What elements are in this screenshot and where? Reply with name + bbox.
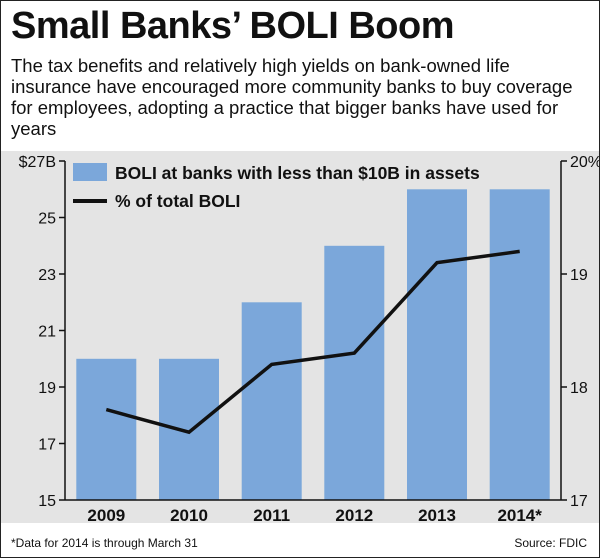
y-left-tick-label: 25 [38,211,56,228]
source-note: Source: FDIC [514,536,587,550]
x-tick-label: 2013 [418,506,456,525]
x-tick-label: 2012 [335,506,373,525]
x-tick-label: 2011 [253,506,290,525]
chart-title: Small Banks’ BOLI Boom [11,5,455,47]
y-right-tick-label: 17 [570,493,588,510]
y-left-tick-label: 21 [38,324,56,341]
bar-2014 [489,189,550,501]
footnote: *Data for 2014 is through March 31 [11,536,198,550]
legend-line-label: % of total BOLI [115,191,240,211]
bar-2010 [159,358,219,501]
y-left-tick-label: $27B [19,154,56,171]
y-left-tick-label: 15 [38,493,56,510]
bar-2011 [241,302,302,501]
legend-bar-swatch [73,163,107,181]
bar-2013 [407,189,467,501]
y-right-tick-label: 19 [570,267,588,284]
legend-bar-label: BOLI at banks with less than $10B in ass… [115,163,480,183]
x-tick-label: 2009 [87,506,125,525]
x-tick-label: 2014* [497,506,542,525]
y-right-tick-label: 18 [570,380,588,397]
bar-2012 [324,245,385,501]
x-tick-label: 2010 [170,506,208,525]
chart-subtitle: The tax benefits and relatively high yie… [11,55,573,139]
bar-2009 [76,358,137,501]
y-left-tick-label: 19 [38,380,56,397]
y-left-tick-label: 17 [38,437,56,454]
line-pct-total-boli [105,249,520,435]
y-left-tick-label: 23 [38,267,56,284]
y-right-tick-label: 20% [570,154,599,171]
